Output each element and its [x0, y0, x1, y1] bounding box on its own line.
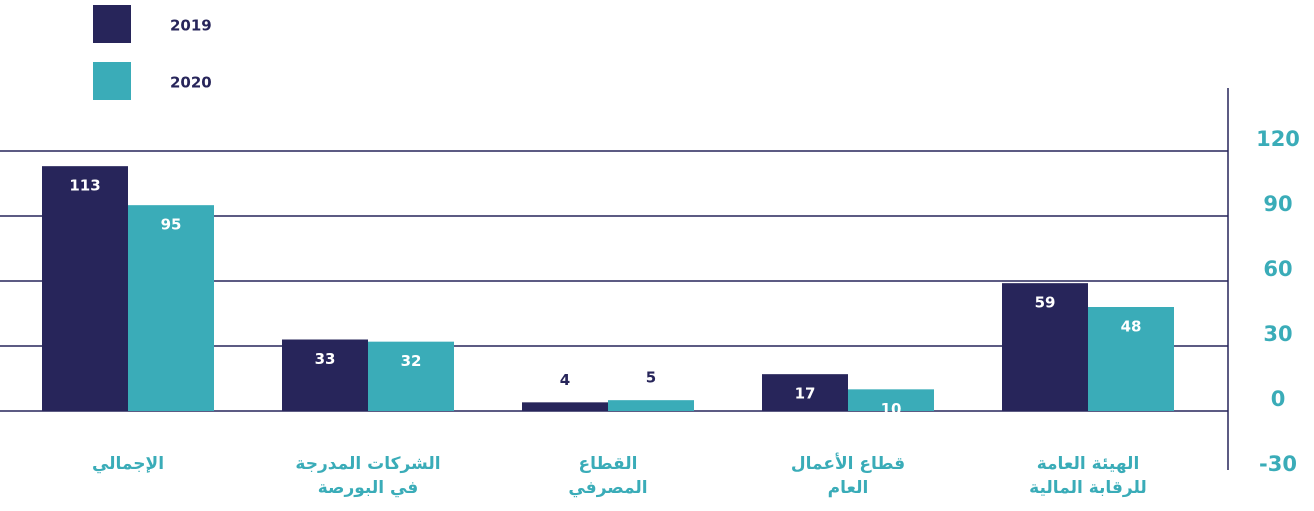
- y-tick-label: 120: [1256, 127, 1300, 151]
- bar: [128, 205, 214, 411]
- bar: [1088, 307, 1174, 411]
- legend-label: 2019: [170, 17, 212, 35]
- value-label: 5: [646, 369, 656, 387]
- bar: [762, 374, 848, 411]
- bar: [848, 389, 934, 411]
- y-tick-label: 60: [1263, 257, 1292, 281]
- value-label: 17: [795, 385, 816, 403]
- legend-swatch: [93, 62, 131, 100]
- y-tick-label: -30: [1259, 452, 1297, 476]
- y-tick-label: 30: [1263, 322, 1292, 346]
- y-tick-label: 90: [1263, 192, 1292, 216]
- bar: [1002, 283, 1088, 411]
- value-label: 10: [881, 400, 902, 418]
- legend-swatch: [93, 5, 131, 43]
- bar: [42, 166, 128, 411]
- x-tick-label: قطاع الأعمال العام: [790, 454, 906, 498]
- value-label: 48: [1121, 318, 1142, 336]
- legend-label: 2020: [170, 74, 212, 92]
- value-label: 59: [1035, 294, 1056, 312]
- value-label: 32: [401, 352, 422, 370]
- x-tick-label: الهيئة العامة للرقابة المالية: [1029, 454, 1147, 498]
- value-label: 4: [560, 371, 570, 389]
- bar: [368, 341, 454, 411]
- value-label: 33: [315, 350, 336, 368]
- x-tick-label: الإجمالي: [91, 454, 165, 474]
- value-label: 113: [69, 177, 100, 195]
- y-tick-label: 0: [1271, 387, 1286, 411]
- bar: [282, 339, 368, 411]
- bar: [522, 402, 608, 411]
- x-tick-label: القطاع المصرفي: [568, 454, 648, 498]
- bar: [608, 400, 694, 411]
- x-tick-label: الشركات المدرجة في البورصة: [295, 454, 441, 498]
- value-label: 95: [161, 216, 182, 234]
